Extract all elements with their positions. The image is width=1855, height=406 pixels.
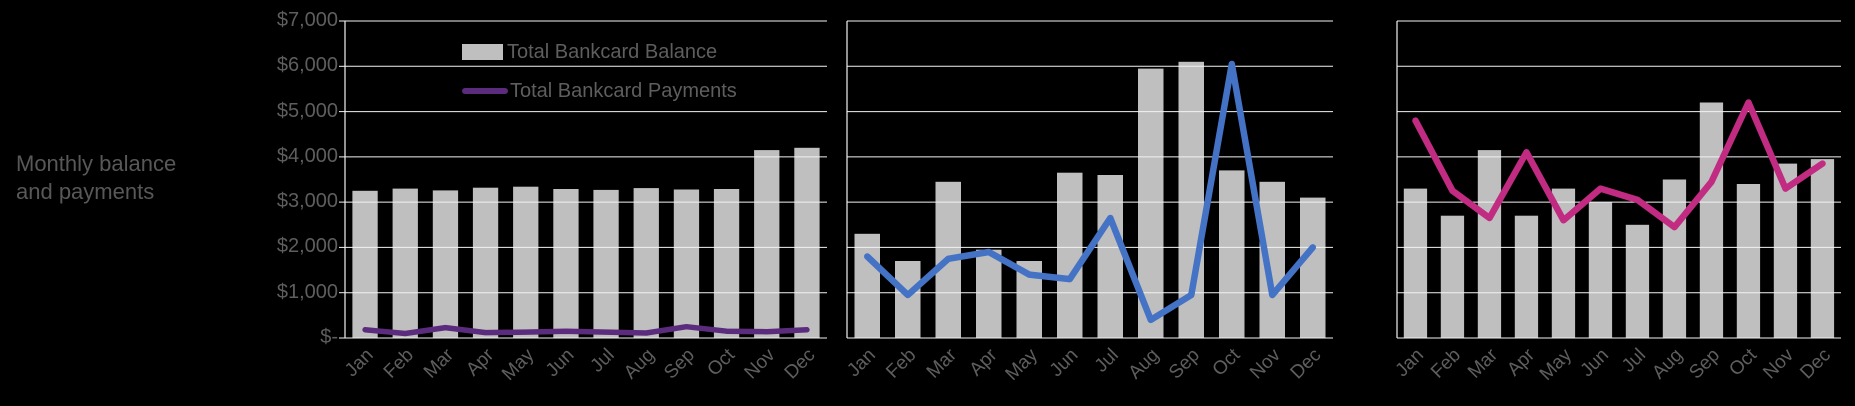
legend-item-balance: Total Bankcard Balance bbox=[462, 40, 737, 64]
balance-bar-sep bbox=[1699, 102, 1724, 338]
balance-swatch-icon bbox=[462, 44, 503, 60]
balance-bar-apr bbox=[472, 187, 499, 338]
balance-bar-feb bbox=[895, 261, 921, 338]
balance-bar-feb bbox=[1440, 215, 1465, 338]
month-label-oct: Oct bbox=[1725, 344, 1761, 380]
month-label-mar: Mar bbox=[923, 344, 961, 382]
month-label-aug: Aug bbox=[620, 345, 659, 384]
month-label-mar: Mar bbox=[1464, 344, 1502, 382]
y-tick-label: $4,000 bbox=[276, 144, 338, 167]
month-label-nov: Nov bbox=[1759, 344, 1798, 383]
balance-bar-oct bbox=[1736, 184, 1761, 338]
balance-bar-dec bbox=[1810, 159, 1835, 338]
balance-bar-jul bbox=[1097, 175, 1123, 338]
balance-bar-jan bbox=[1403, 188, 1428, 338]
balance-bar-sep bbox=[673, 189, 700, 338]
balance-bar-jul bbox=[1625, 224, 1650, 338]
balance-bar-feb bbox=[392, 188, 418, 338]
balance-bar-jun bbox=[553, 189, 579, 338]
y-tick-label: $5,000 bbox=[276, 99, 338, 122]
month-label-oct: Oct bbox=[1209, 344, 1245, 380]
month-label-sep: Sep bbox=[1685, 345, 1724, 384]
balance-bar-may bbox=[1551, 188, 1576, 338]
month-label-feb: Feb bbox=[882, 345, 920, 383]
y-tick-label: $- bbox=[320, 326, 338, 348]
y-tick-label: $3,000 bbox=[276, 190, 338, 213]
y-tick-label: $6,000 bbox=[276, 54, 338, 77]
month-label-nov: Nov bbox=[741, 344, 780, 383]
month-label-aug: Aug bbox=[1648, 345, 1687, 384]
balance-bar-dec bbox=[1300, 197, 1326, 338]
balance-bar-dec bbox=[794, 147, 820, 338]
balance-bar-jun bbox=[1588, 202, 1613, 338]
y-tick-label: $1,000 bbox=[276, 280, 338, 303]
month-label-jan: Jan bbox=[341, 345, 378, 382]
month-label-dec: Dec bbox=[1287, 345, 1326, 384]
legend-item-payments: Total Bankcard Payments bbox=[462, 79, 737, 103]
balance-bar-mar bbox=[1477, 150, 1502, 338]
balance-bar-nov bbox=[1773, 163, 1798, 338]
month-label-jun: Jun bbox=[1046, 345, 1083, 382]
balance-bar-aug bbox=[633, 188, 659, 338]
month-label-nov: Nov bbox=[1246, 344, 1285, 383]
month-label-dec: Dec bbox=[1796, 345, 1835, 384]
month-label-jan: Jan bbox=[1392, 345, 1429, 382]
month-label-jan: Jan bbox=[843, 345, 880, 382]
month-label-may: May bbox=[498, 344, 539, 385]
chart-2: Jan Feb Mar Apr May Jun Jul Aug Sep Oct Nov Dec bbox=[843, 20, 1333, 385]
payments-line bbox=[362, 323, 810, 337]
balance-bar-jul bbox=[593, 189, 619, 338]
row-title-line1: Monthly balance bbox=[16, 151, 177, 176]
month-label-jul: Jul bbox=[1618, 345, 1650, 377]
balance-bar-oct bbox=[1219, 170, 1245, 338]
y-tick-label: $2,000 bbox=[276, 235, 338, 258]
month-label-may: May bbox=[1536, 344, 1577, 385]
y-axis-labels: $7,000 $6,000 $5,000 $4,000 $3,000 $2,000 $1,0… bbox=[238, 0, 338, 406]
balance-bar-aug bbox=[1662, 179, 1687, 338]
month-label-dec: Dec bbox=[781, 345, 820, 384]
balance-bar-jun bbox=[1057, 172, 1083, 338]
month-label-jun: Jun bbox=[542, 345, 579, 382]
month-label-apr: Apr bbox=[966, 344, 1002, 380]
month-label-oct: Oct bbox=[703, 344, 739, 380]
month-label-jun: Jun bbox=[1577, 345, 1614, 382]
month-label-apr: Apr bbox=[462, 344, 498, 380]
row-title: Monthly balance and payments bbox=[16, 150, 256, 206]
payments-line bbox=[1412, 99, 1826, 231]
month-label-mar: Mar bbox=[420, 344, 458, 382]
month-label-feb: Feb bbox=[1427, 345, 1465, 383]
month-label-feb: Feb bbox=[380, 345, 418, 383]
balance-bar-apr bbox=[976, 249, 1002, 338]
legend-label-balance: Total Bankcard Balance bbox=[507, 40, 718, 63]
month-label-apr: Apr bbox=[1503, 344, 1539, 380]
legend-label-payments: Total Bankcard Payments bbox=[510, 79, 737, 102]
payments-line bbox=[864, 60, 1317, 324]
balance-bar-apr bbox=[1514, 215, 1539, 338]
month-label-sep: Sep bbox=[1165, 345, 1204, 384]
balance-bar-jan bbox=[352, 190, 378, 338]
month-label-jul: Jul bbox=[587, 345, 619, 377]
balance-bar-jan bbox=[854, 233, 880, 338]
month-label-sep: Sep bbox=[660, 345, 699, 384]
balance-bar-mar bbox=[432, 190, 459, 338]
balance-bar-nov bbox=[754, 150, 780, 338]
month-label-aug: Aug bbox=[1125, 345, 1164, 384]
balance-bar-may bbox=[513, 186, 539, 338]
balance-bar-oct bbox=[713, 189, 740, 338]
payments-swatch-icon bbox=[462, 88, 508, 94]
month-label-may: May bbox=[1002, 344, 1043, 385]
y-tick-label: $7,000 bbox=[276, 9, 338, 31]
legend: Total Bankcard Balance Total Bankcard Pa… bbox=[462, 40, 737, 103]
row-title-line2: and payments bbox=[16, 179, 155, 204]
month-label-jul: Jul bbox=[1091, 345, 1123, 377]
